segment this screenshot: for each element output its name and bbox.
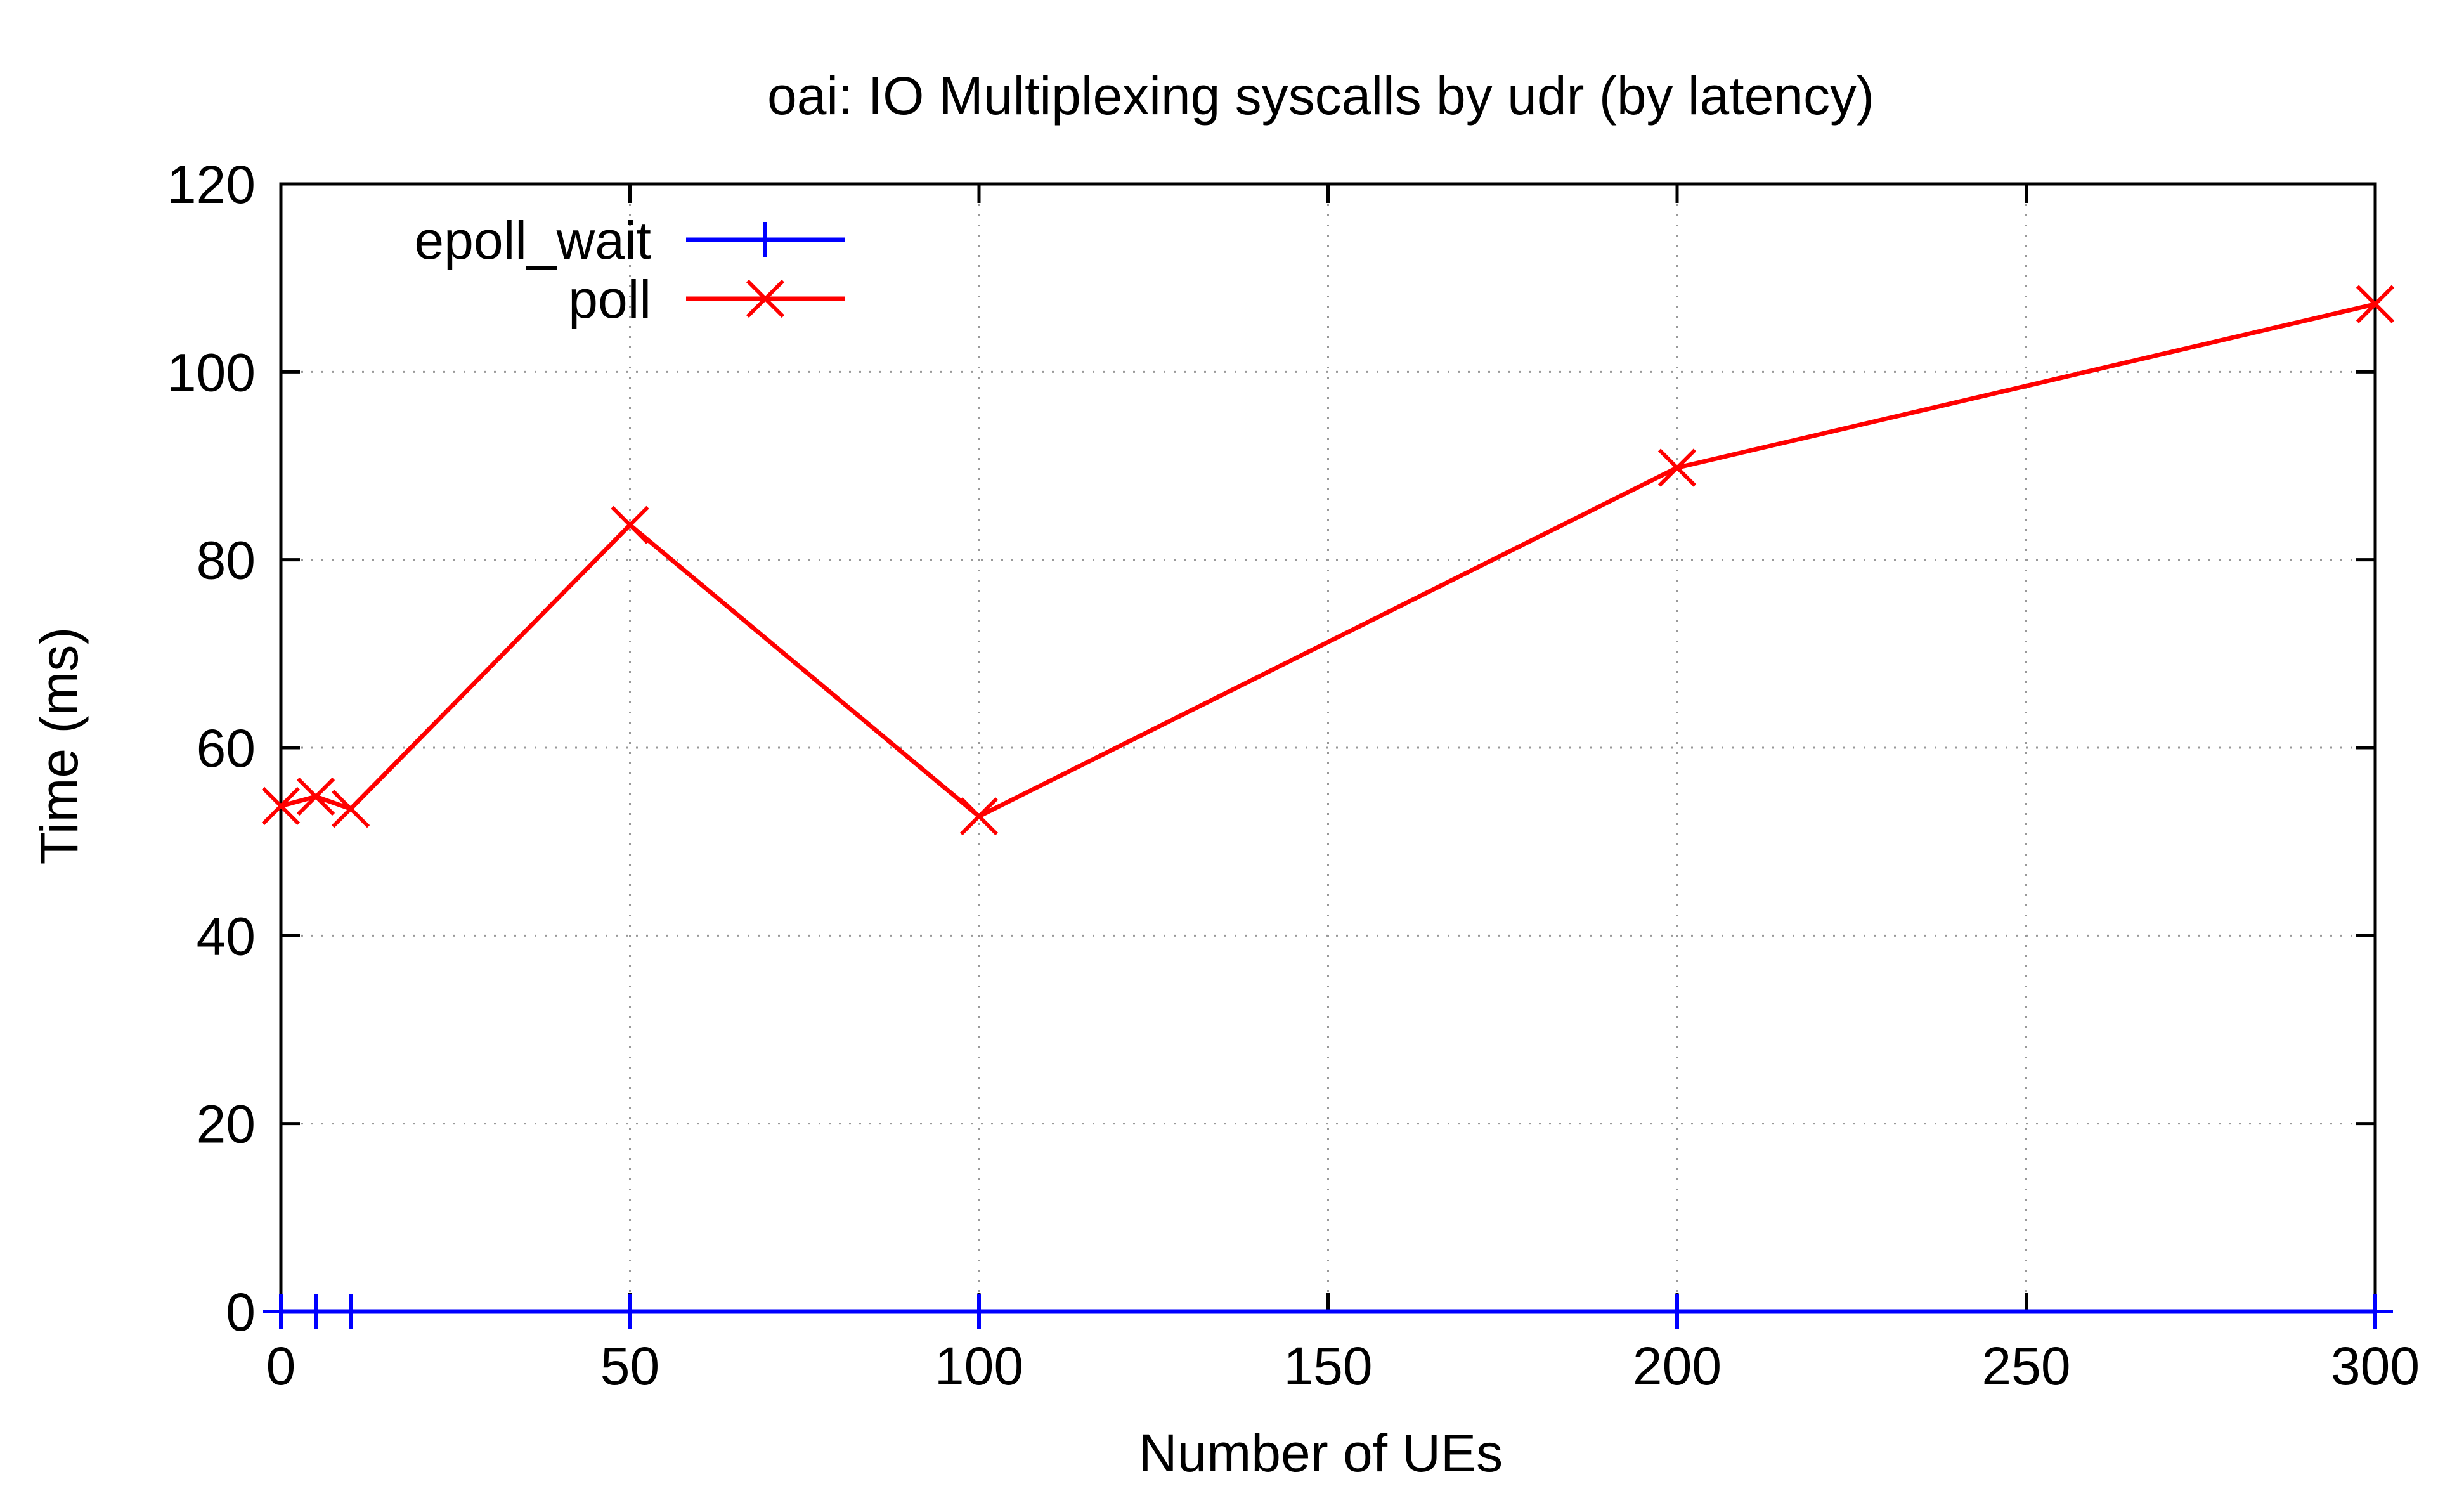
marker-stroke	[261, 786, 301, 825]
x-tick-label: 100	[935, 1336, 1023, 1396]
y-tick-label: 40	[197, 906, 256, 966]
x-tick-label: 250	[1981, 1336, 2070, 1396]
legend-marker-epoll-wait	[748, 222, 783, 257]
x-axis-label: Number of UEs	[1139, 1423, 1503, 1483]
data-point-epoll-wait	[333, 1294, 369, 1329]
x-tick-label: 300	[2331, 1336, 2420, 1396]
marker-stroke	[296, 777, 335, 816]
data-point-poll	[331, 790, 370, 828]
marker-stroke	[331, 790, 370, 828]
marker-stroke	[611, 505, 649, 544]
y-axis-label: Time (ms)	[29, 627, 89, 865]
y-tick-label: 80	[197, 531, 256, 590]
data-point-poll	[1657, 448, 1697, 487]
x-tick-labels: 0 50 100 150 200 250 300	[266, 1336, 2420, 1396]
y-tick-label: 100	[167, 342, 256, 402]
series-group	[261, 285, 2395, 1329]
y-tick-label: 60	[197, 719, 256, 778]
x-tick-label: 150	[1283, 1336, 1372, 1396]
legend-label-epoll-wait: epoll_wait	[414, 211, 651, 270]
marker-stroke	[1657, 448, 1697, 487]
data-point-poll	[2356, 285, 2395, 323]
legend-label-poll: poll	[568, 270, 651, 329]
data-point-epoll-wait	[612, 1294, 648, 1329]
x-tick-label: 50	[600, 1336, 659, 1396]
data-point-epoll-wait	[2357, 1294, 2393, 1329]
data-point-epoll-wait	[263, 1294, 299, 1329]
grid-lines	[281, 184, 2375, 1312]
marker-stroke	[2356, 285, 2395, 323]
chart-title: oai: IO Multiplexing syscalls by udr (by…	[767, 66, 1874, 126]
data-point-poll	[959, 797, 999, 836]
y-tick-label: 20	[197, 1095, 256, 1154]
data-point-epoll-wait	[1659, 1294, 1695, 1329]
data-point-poll	[261, 786, 301, 825]
marker-stroke	[746, 279, 785, 318]
data-point-epoll-wait	[961, 1294, 997, 1329]
x-tick-label: 0	[266, 1336, 296, 1396]
y-tick-label: 120	[167, 155, 256, 214]
marker-stroke	[959, 797, 999, 836]
data-point-poll	[296, 777, 335, 816]
data-point-epoll-wait	[298, 1294, 334, 1329]
data-point-poll	[611, 505, 649, 544]
x-tick-label: 200	[1633, 1336, 1722, 1396]
legend-marker-poll	[746, 279, 785, 318]
y-tick-label: 0	[226, 1282, 256, 1342]
y-tick-labels: 0 20 40 60 80 100 120	[167, 155, 256, 1342]
